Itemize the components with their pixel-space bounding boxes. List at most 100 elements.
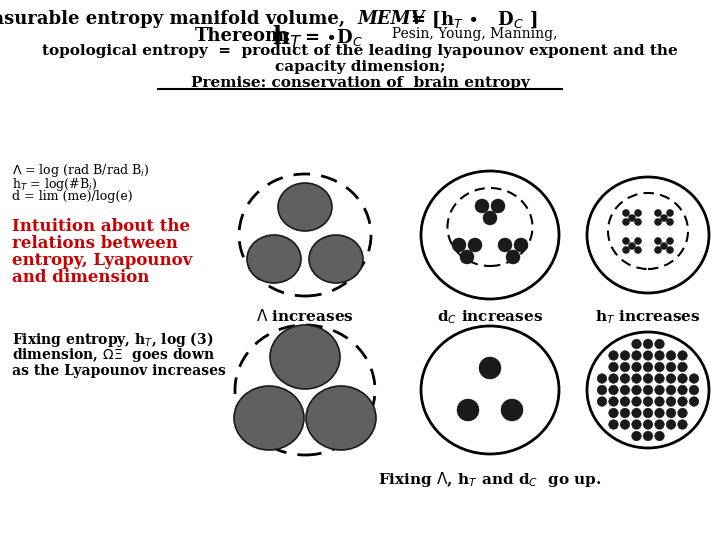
Text: topological entropy  =  product of the leading lyapounov exponent and the: topological entropy = product of the lea… <box>42 44 678 58</box>
Circle shape <box>475 199 489 213</box>
Ellipse shape <box>309 235 363 283</box>
Ellipse shape <box>239 174 371 296</box>
Circle shape <box>623 238 629 245</box>
Circle shape <box>678 397 688 406</box>
Circle shape <box>631 420 642 429</box>
Circle shape <box>506 250 520 264</box>
Text: Intuition about the: Intuition about the <box>12 218 190 235</box>
Circle shape <box>678 420 688 429</box>
Circle shape <box>620 362 630 372</box>
Circle shape <box>631 408 642 418</box>
Text: Fixing $\Lambda$, h$_T$ and d$_C$  go up.: Fixing $\Lambda$, h$_T$ and d$_C$ go up. <box>378 470 602 489</box>
Circle shape <box>634 238 642 245</box>
Circle shape <box>631 350 642 360</box>
Circle shape <box>643 385 653 395</box>
Text: entropy, Lyapounov: entropy, Lyapounov <box>12 252 192 269</box>
Circle shape <box>643 374 653 383</box>
Text: d = lim (me)/log(e): d = lim (me)/log(e) <box>12 190 132 203</box>
Ellipse shape <box>587 177 709 293</box>
Circle shape <box>608 350 618 360</box>
Text: Thereom:: Thereom: <box>195 27 292 45</box>
Circle shape <box>468 238 482 252</box>
Circle shape <box>483 211 497 225</box>
Circle shape <box>660 214 667 221</box>
Circle shape <box>634 219 642 226</box>
Circle shape <box>678 362 688 372</box>
Circle shape <box>623 219 629 226</box>
Circle shape <box>667 246 673 253</box>
Circle shape <box>631 362 642 372</box>
Circle shape <box>460 250 474 264</box>
Ellipse shape <box>278 183 332 231</box>
Circle shape <box>608 385 618 395</box>
Circle shape <box>667 210 673 217</box>
Circle shape <box>608 374 618 383</box>
Circle shape <box>634 210 642 217</box>
Circle shape <box>678 408 688 418</box>
Text: $\Lambda$ increases: $\Lambda$ increases <box>256 308 354 324</box>
Ellipse shape <box>247 235 301 283</box>
Circle shape <box>643 431 653 441</box>
Circle shape <box>654 362 665 372</box>
Text: h$_T$ increases: h$_T$ increases <box>595 308 701 326</box>
Circle shape <box>654 339 665 349</box>
Circle shape <box>660 242 667 249</box>
Circle shape <box>654 210 662 217</box>
Circle shape <box>678 350 688 360</box>
Circle shape <box>666 350 676 360</box>
Text: = $\bullet$D$_C$: = $\bullet$D$_C$ <box>298 27 364 48</box>
Circle shape <box>608 397 618 406</box>
Circle shape <box>597 385 607 395</box>
Circle shape <box>678 374 688 383</box>
Text: and dimension: and dimension <box>12 269 149 286</box>
Circle shape <box>689 385 699 395</box>
Circle shape <box>608 362 618 372</box>
Text: = [h$_T$ $\bullet$   D$_C$ ]: = [h$_T$ $\bullet$ D$_C$ ] <box>404 10 538 30</box>
Circle shape <box>501 399 523 421</box>
Circle shape <box>666 374 676 383</box>
Circle shape <box>643 350 653 360</box>
Circle shape <box>457 399 479 421</box>
Circle shape <box>498 238 512 252</box>
Ellipse shape <box>448 188 533 266</box>
Circle shape <box>608 420 618 429</box>
Circle shape <box>643 420 653 429</box>
Circle shape <box>620 350 630 360</box>
Circle shape <box>479 357 501 379</box>
Circle shape <box>491 199 505 213</box>
Circle shape <box>631 385 642 395</box>
Text: Pesin, Young, Manning,: Pesin, Young, Manning, <box>370 27 557 41</box>
Circle shape <box>452 238 466 252</box>
Ellipse shape <box>306 386 376 450</box>
Circle shape <box>666 362 676 372</box>
Circle shape <box>689 397 699 406</box>
Circle shape <box>631 397 642 406</box>
Text: h$_T$: h$_T$ <box>272 24 302 51</box>
Circle shape <box>620 420 630 429</box>
Circle shape <box>666 408 676 418</box>
Circle shape <box>654 431 665 441</box>
Text: Premise: conservation of  brain entropy: Premise: conservation of brain entropy <box>191 76 529 90</box>
Circle shape <box>654 238 662 245</box>
Circle shape <box>631 431 642 441</box>
Ellipse shape <box>234 386 304 450</box>
Circle shape <box>514 238 528 252</box>
Ellipse shape <box>270 325 340 389</box>
Text: capacity dimension;: capacity dimension; <box>275 60 445 74</box>
Circle shape <box>597 397 607 406</box>
Circle shape <box>620 397 630 406</box>
Circle shape <box>689 374 699 383</box>
Circle shape <box>654 246 662 253</box>
Ellipse shape <box>421 326 559 454</box>
Circle shape <box>654 408 665 418</box>
Circle shape <box>654 397 665 406</box>
Circle shape <box>620 374 630 383</box>
Text: as the Lyapounov increases: as the Lyapounov increases <box>12 364 226 378</box>
Text: dimension, $\Omega\Xi$  goes down: dimension, $\Omega\Xi$ goes down <box>12 346 215 364</box>
Text: h$_T$ = log(#B$_i$): h$_T$ = log(#B$_i$) <box>12 176 97 193</box>
Text: MEMV: MEMV <box>358 10 426 28</box>
Circle shape <box>631 339 642 349</box>
Circle shape <box>666 420 676 429</box>
Circle shape <box>634 246 642 253</box>
Text: relations between: relations between <box>12 235 178 252</box>
